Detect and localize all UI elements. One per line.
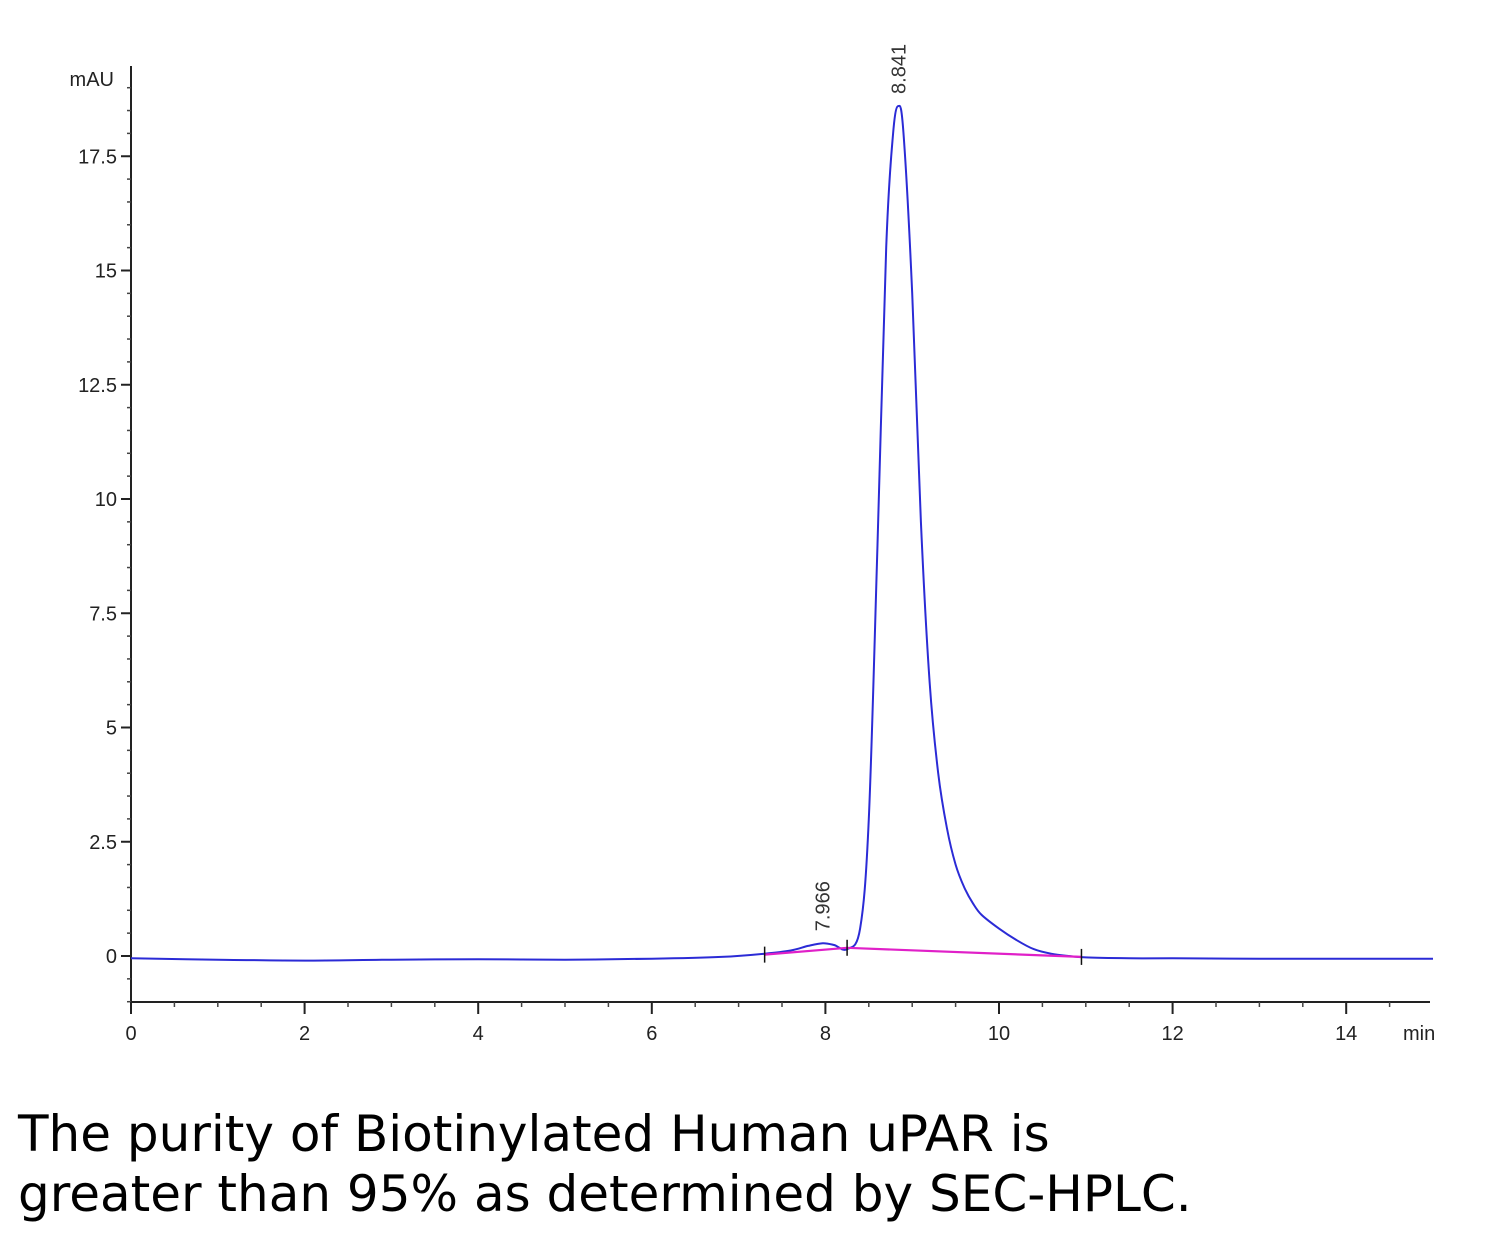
chart-labels: 0 2.5 5 7.5 10 12.5 15 17.5 0 2 4 6 8 10 12 14 mAU min 8.8… [70,44,1436,1045]
x-tick-label: 8 [820,1023,831,1045]
x-unit-label: min [1403,1023,1435,1045]
y-tick-label: 7.5 [89,603,117,625]
x-tick-label: 14 [1335,1023,1357,1045]
caption-line-1: The purity of Biotinylated Human uPAR is [18,1105,1050,1163]
caption-line-2: greater than 95% as determined by SEC-HP… [18,1165,1192,1223]
peak-label: 7.966 [812,881,834,931]
axis-ticks [121,86,1391,1014]
y-tick-label: 2.5 [89,832,117,854]
y-tick-label: 15 [95,261,117,283]
y-tick-label: 17.5 [78,146,117,168]
signal-trace [130,104,1433,962]
figure-caption: The purity of Biotinylated Human uPAR is… [18,1104,1478,1224]
x-tick-label: 12 [1161,1023,1183,1045]
y-tick-label: 0 [106,946,117,968]
x-tick-label: 4 [473,1023,484,1045]
y-tick-label: 10 [95,489,117,511]
y-unit-label: mAU [70,69,114,91]
x-tick-label: 2 [299,1023,310,1045]
plot-area [130,104,1433,965]
x-tick-label: 10 [988,1023,1010,1045]
y-tick-label: 5 [106,718,117,740]
chromatogram-chart: 0 2.5 5 7.5 10 12.5 15 17.5 0 2 4 6 8 10 12 14 mAU min 8.8… [70,44,1436,1045]
y-tick-label: 12.5 [78,375,117,397]
peak-label: 8.841 [888,44,910,94]
x-tick-label: 6 [646,1023,657,1045]
chart-axes [130,66,1430,1003]
x-tick-label: 0 [125,1023,136,1045]
